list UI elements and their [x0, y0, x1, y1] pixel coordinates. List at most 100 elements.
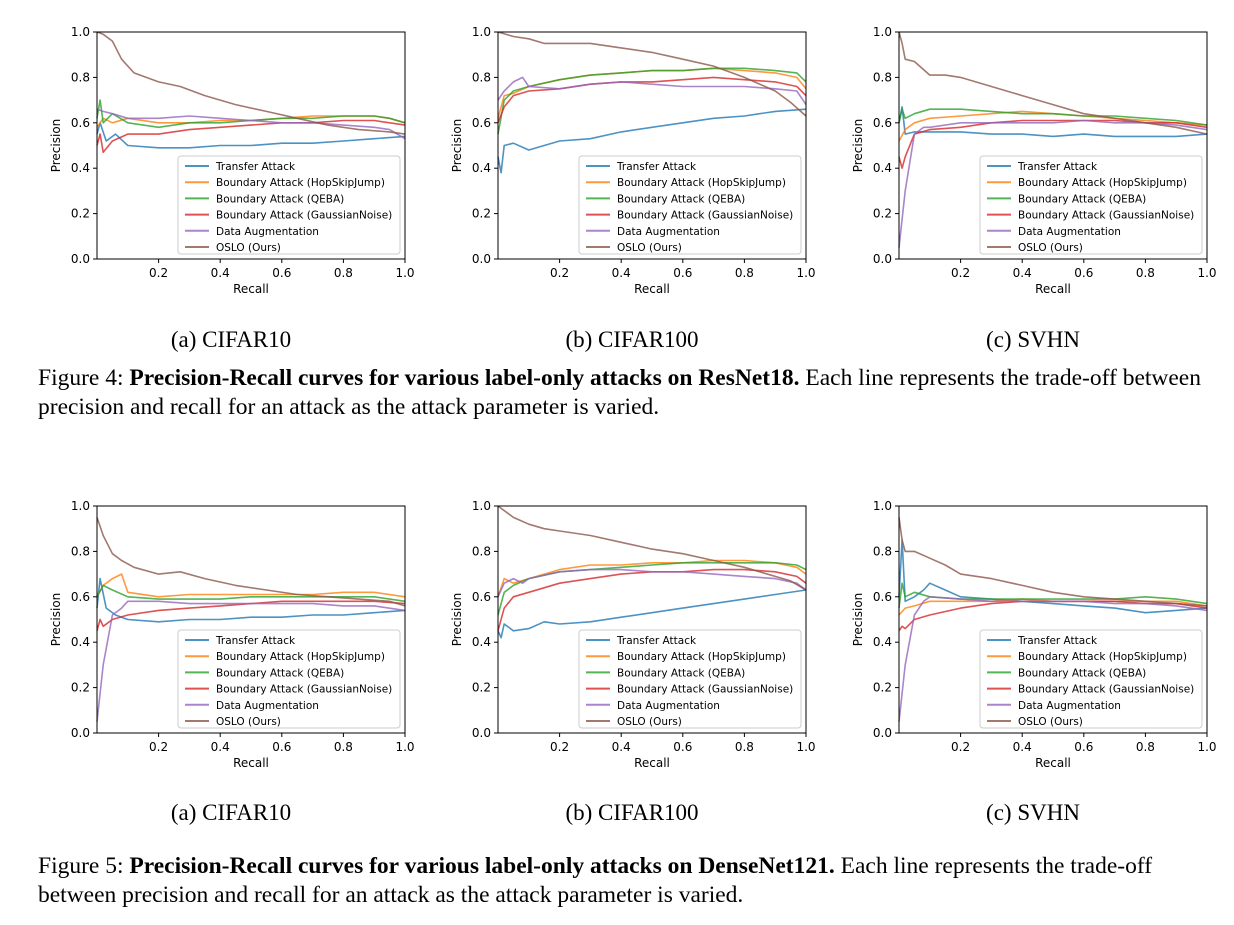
y-tick-label: 1.0 — [472, 499, 491, 513]
y-tick-label: 0.4 — [472, 161, 491, 175]
series-line-augmentation — [96, 108, 406, 140]
series-line-transfer — [898, 539, 1208, 614]
legend-box — [979, 629, 1203, 729]
series-line-qeba — [497, 562, 807, 616]
series-line-transfer — [898, 106, 1208, 138]
y-tick-label: 0.6 — [472, 116, 491, 130]
x-axis-label: Recall — [233, 282, 269, 296]
subcaption-fig5-a: (a) CIFAR10 — [170, 800, 292, 825]
y-tick-label: 0.4 — [873, 635, 892, 649]
series-line-oslo — [898, 517, 1208, 607]
y-tick-label: 0.2 — [472, 681, 491, 695]
series-line-augmentation — [96, 600, 406, 722]
x-axis-label: Recall — [1035, 282, 1071, 296]
y-tick-label: 0.8 — [472, 544, 491, 558]
y-tick-label: 0.0 — [71, 252, 90, 266]
y-tick-label: 0.4 — [472, 635, 491, 649]
y-tick-label: 0.2 — [71, 207, 90, 221]
legend-label-qeba: Boundary Attack (QEBA) — [617, 193, 745, 205]
legend-label-gaussian: Boundary Attack (GaussianNoise) — [1018, 684, 1194, 696]
plot-frame — [497, 31, 807, 260]
x-tick-label: 0.6 — [1074, 266, 1093, 280]
plot-frame — [96, 505, 406, 734]
y-tick-label: 1.0 — [71, 499, 90, 513]
figure-4-description: Each line represents the trade-off betwe… — [38, 365, 1201, 420]
series-line-gaussian — [497, 76, 807, 124]
plot-frame — [96, 31, 406, 260]
legend-label-augmentation: Data Augmentation — [1018, 226, 1121, 238]
y-tick-label: 0.2 — [873, 207, 892, 221]
y-axis-label: Precision — [450, 593, 464, 647]
x-tick-label: 0.8 — [334, 740, 353, 754]
x-tick-label: 1.0 — [395, 266, 414, 280]
series-line-gaussian — [96, 600, 406, 632]
legend-label-augmentation: Data Augmentation — [1018, 700, 1121, 712]
series-line-oslo — [96, 517, 406, 607]
x-axis-label: Recall — [634, 282, 670, 296]
legend-label-gaussian: Boundary Attack (GaussianNoise) — [216, 210, 392, 222]
y-tick-label: 1.0 — [472, 25, 491, 39]
x-tick-label: 0.4 — [1013, 740, 1032, 754]
x-tick-label: 0.4 — [211, 266, 230, 280]
legend-label-augmentation: Data Augmentation — [617, 700, 720, 712]
legend-label-oslo: OSLO (Ours) — [216, 716, 281, 728]
series-line-gaussian — [898, 600, 1208, 632]
subcaption-fig5-c: (c) SVHN — [986, 800, 1080, 825]
legend-label-hopskipjump: Boundary Attack (HopSkipJump) — [617, 177, 786, 189]
series-line-qeba — [497, 67, 807, 135]
x-tick-label: 1.0 — [796, 266, 815, 280]
legend-label-hopskipjump: Boundary Attack (HopSkipJump) — [617, 651, 786, 663]
legend-label-oslo: OSLO (Ours) — [1018, 242, 1083, 254]
series-line-hopskipjump — [497, 559, 807, 598]
y-tick-label: 0.4 — [71, 161, 90, 175]
legend-label-augmentation: Data Augmentation — [617, 226, 720, 238]
x-tick-label: 0.4 — [1013, 266, 1032, 280]
series-line-qeba — [96, 99, 406, 129]
series-line-transfer — [497, 589, 807, 639]
subcaption-fig5-b: (b) CIFAR100 — [565, 800, 699, 825]
chart-fig5-cifar100: 0.0 0.2 0.4 0.6 0.8 1.0 0.2 0.4 0.6 0.8 1.0 Recall P… — [443, 496, 815, 781]
y-tick-label: 0.0 — [71, 726, 90, 740]
x-tick-label: 0.4 — [211, 740, 230, 754]
x-tick-label: 0.4 — [612, 266, 631, 280]
series-line-gaussian — [497, 568, 807, 632]
y-tick-label: 0.0 — [873, 726, 892, 740]
x-tick-label: 1.0 — [1197, 740, 1216, 754]
x-tick-label: 0.6 — [673, 740, 692, 754]
y-axis-label: Precision — [851, 593, 865, 647]
legend-label-gaussian: Boundary Attack (GaussianNoise) — [1018, 210, 1194, 222]
chart-fig4-cifar100: 0.0 0.2 0.4 0.6 0.8 1.0 0.2 0.4 0.6 0.8 1.0 Recall P… — [443, 22, 815, 307]
subcaption-fig4-a: (a) CIFAR10 — [170, 327, 292, 352]
legend-box — [177, 629, 401, 729]
legend-label-transfer: Transfer Attack — [616, 635, 697, 647]
x-tick-label: 0.2 — [550, 266, 569, 280]
figure-5-description: Each line represents the trade-off betwe… — [38, 853, 1153, 908]
y-tick-label: 0.0 — [472, 726, 491, 740]
y-tick-label: 0.2 — [71, 681, 90, 695]
legend-label-qeba: Boundary Attack (QEBA) — [216, 193, 344, 205]
y-tick-label: 0.6 — [472, 590, 491, 604]
y-tick-label: 1.0 — [71, 25, 90, 39]
y-tick-label: 0.8 — [71, 544, 90, 558]
figure-4-label: Figure 4: — [38, 365, 124, 391]
y-tick-label: 0.4 — [873, 161, 892, 175]
series-line-augmentation — [898, 596, 1208, 722]
series-line-transfer — [96, 122, 406, 149]
y-axis-label: Precision — [49, 593, 63, 647]
legend-box — [578, 629, 802, 729]
figure-4-title: Precision-Recall curves for various labe… — [129, 365, 800, 391]
legend-label-qeba: Boundary Attack (QEBA) — [216, 667, 344, 679]
series-line-hopskipjump — [96, 573, 406, 598]
legend-label-transfer: Transfer Attack — [215, 635, 296, 647]
x-tick-label: 1.0 — [1197, 266, 1216, 280]
legend-label-oslo: OSLO (Ours) — [216, 242, 281, 254]
x-tick-label: 0.2 — [149, 740, 168, 754]
chart-fig5-svhn: 0.0 0.2 0.4 0.6 0.8 1.0 0.2 0.4 0.6 0.8 1.0 Recall P… — [844, 496, 1216, 781]
chart-fig5-cifar10: 0.0 0.2 0.4 0.6 0.8 1.0 0.2 0.4 0.6 0.8 1.0 Recall P… — [42, 496, 414, 781]
x-axis-label: Recall — [233, 756, 269, 770]
legend-label-transfer: Transfer Attack — [215, 161, 296, 173]
x-tick-label: 0.8 — [1136, 266, 1155, 280]
series-line-transfer — [497, 108, 807, 174]
x-tick-label: 0.8 — [1136, 740, 1155, 754]
x-axis-label: Recall — [1035, 756, 1071, 770]
